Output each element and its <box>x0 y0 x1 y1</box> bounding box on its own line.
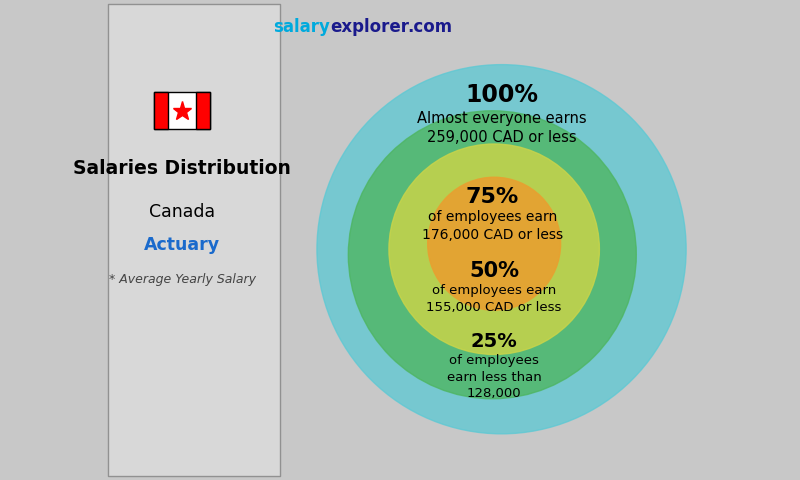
Circle shape <box>348 111 636 399</box>
Circle shape <box>428 177 561 310</box>
Text: explorer: explorer <box>330 18 409 36</box>
FancyBboxPatch shape <box>154 92 168 129</box>
Text: of employees earn
176,000 CAD or less: of employees earn 176,000 CAD or less <box>422 210 563 242</box>
Text: of employees
earn less than
128,000: of employees earn less than 128,000 <box>446 354 542 400</box>
Text: * Average Yearly Salary: * Average Yearly Salary <box>109 273 256 286</box>
Text: Canada: Canada <box>149 203 215 221</box>
Text: 100%: 100% <box>465 83 538 107</box>
Text: salary: salary <box>273 18 330 36</box>
FancyBboxPatch shape <box>196 92 210 129</box>
Circle shape <box>389 144 599 354</box>
FancyBboxPatch shape <box>108 4 280 476</box>
FancyBboxPatch shape <box>154 92 210 129</box>
Text: 25%: 25% <box>470 332 518 351</box>
Text: .com: .com <box>407 18 453 36</box>
Text: Actuary: Actuary <box>144 236 220 254</box>
Text: Salaries Distribution: Salaries Distribution <box>74 159 291 178</box>
Text: 50%: 50% <box>469 261 519 281</box>
Text: of employees earn
155,000 CAD or less: of employees earn 155,000 CAD or less <box>426 284 562 314</box>
Text: Almost everyone earns
259,000 CAD or less: Almost everyone earns 259,000 CAD or les… <box>417 111 586 145</box>
Text: 75%: 75% <box>466 187 519 207</box>
Circle shape <box>317 65 686 434</box>
